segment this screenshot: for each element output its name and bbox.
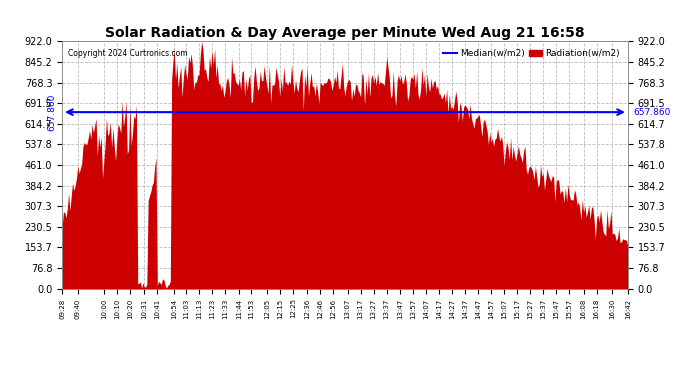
Text: 657.860: 657.860 xyxy=(48,93,57,131)
Title: Solar Radiation & Day Average per Minute Wed Aug 21 16:58: Solar Radiation & Day Average per Minute… xyxy=(105,26,585,40)
Text: 657.860: 657.860 xyxy=(633,108,671,117)
Text: Copyright 2024 Curtronics.com: Copyright 2024 Curtronics.com xyxy=(68,49,188,58)
Legend: Median(w/m2), Radiation(w/m2): Median(w/m2), Radiation(w/m2) xyxy=(440,46,623,62)
